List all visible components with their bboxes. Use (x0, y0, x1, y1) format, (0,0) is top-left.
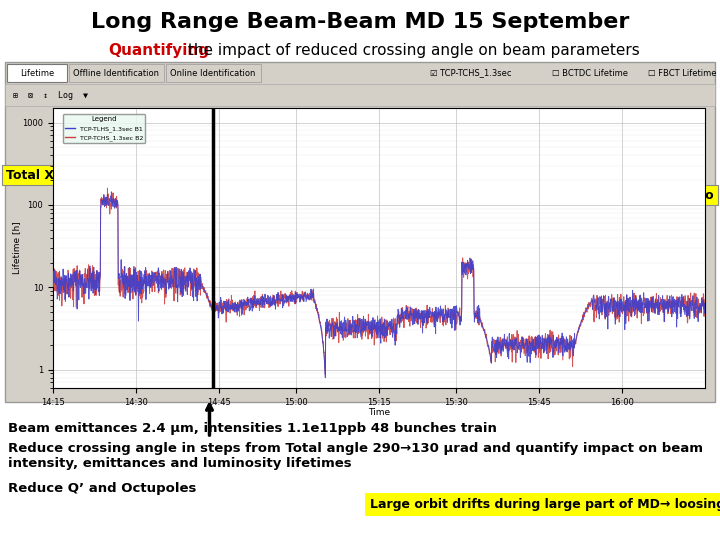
Bar (7, 64, 67, 82)
Text: Long Range Beam-Beam MD 15 September: Long Range Beam-Beam MD 15 September (91, 12, 629, 32)
Text: ☑ TCP-TCHS_1.3sec: ☑ TCP-TCHS_1.3sec (430, 69, 511, 78)
Text: Octupoles to zero: Octupoles to zero (590, 188, 714, 201)
Bar (5, 84, 715, 106)
Text: Total Xing 192: Total Xing 192 (6, 168, 107, 181)
Text: Lifetime: Lifetime (20, 69, 54, 78)
Legend: TCP-TLHS_1.3sec B1, TCP-TCHS_1.3sec B2: TCP-TLHS_1.3sec B1, TCP-TCHS_1.3sec B2 (63, 114, 145, 143)
Text: Reduce Q’ and Octupoles: Reduce Q’ and Octupoles (8, 482, 197, 495)
Text: Beam emittances 2.4 μm, intensities 1.1e11ppb 48 bunches train: Beam emittances 2.4 μm, intensities 1.1e… (8, 422, 497, 435)
Bar (5, 62, 715, 402)
Bar (69, 64, 164, 82)
Text: ☐ BCTDC Lifetime: ☐ BCTDC Lifetime (552, 69, 628, 78)
Text: 158: 158 (199, 271, 231, 286)
Text: Q’=15->2
+ Q trim B2: Q’=15->2 + Q trim B2 (597, 294, 679, 322)
Text: 130: 130 (399, 291, 431, 306)
Y-axis label: Lifetime [h]: Lifetime [h] (12, 221, 21, 274)
X-axis label: Time: Time (368, 408, 390, 417)
Text: Reduce crossing angle in steps from Total angle 290→130 μrad and quantify impact: Reduce crossing angle in steps from Tota… (8, 442, 703, 470)
Bar (166, 64, 261, 82)
Text: Offline Identification: Offline Identification (73, 69, 159, 78)
Text: Large orbit drifts during large part of MD→ loosing collisions: Large orbit drifts during large part of … (370, 498, 720, 511)
Bar (53, 108, 705, 388)
Text: 144: 144 (289, 293, 321, 307)
Text: the impact of reduced crossing angle on beam parameters: the impact of reduced crossing angle on … (183, 43, 640, 57)
Text: ☐ FBCT Lifetime: ☐ FBCT Lifetime (648, 69, 716, 78)
Text: Quantifying: Quantifying (108, 43, 209, 57)
Text: 174: 174 (89, 251, 121, 266)
Text: Online Identification: Online Identification (171, 69, 256, 78)
Text: ⊞  ⊠  ↕  Log  ▼: ⊞ ⊠ ↕ Log ▼ (13, 91, 88, 99)
